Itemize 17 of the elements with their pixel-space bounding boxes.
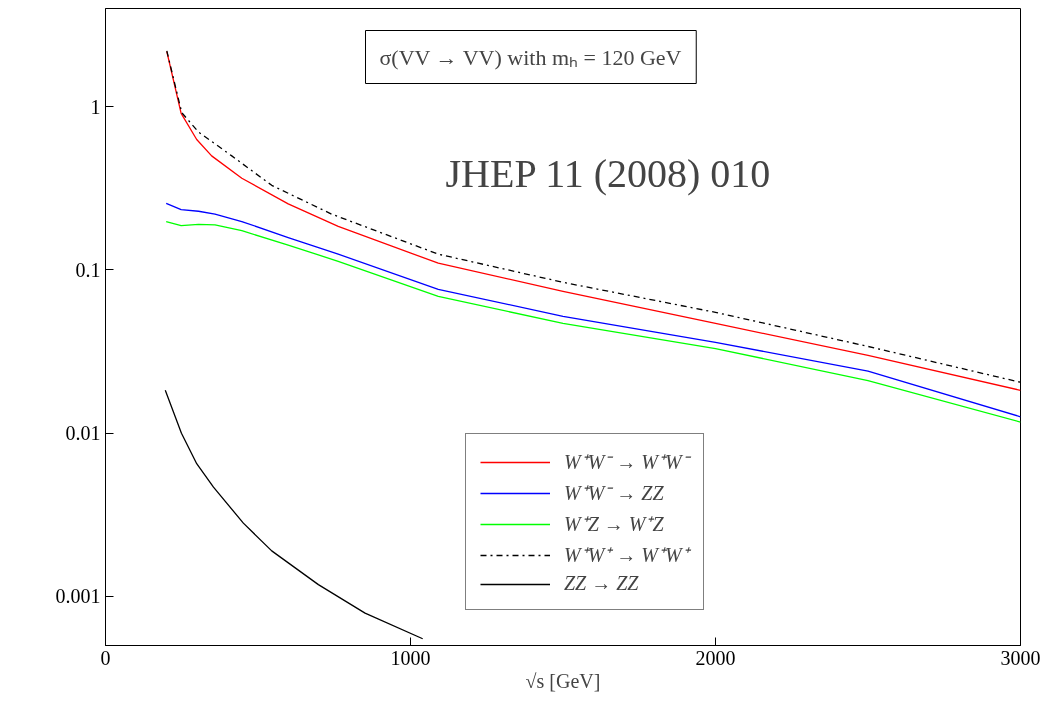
legend-label: W⁺Z → W⁺Z bbox=[564, 512, 664, 537]
x-tick-label: 2000 bbox=[695, 646, 736, 669]
line-series bbox=[164, 389, 424, 640]
legend-label: W⁺W⁻ → W⁺W⁻ bbox=[564, 450, 689, 475]
y-tick-label: 0.01 bbox=[65, 422, 101, 445]
x-axis-title: √s [GeV] bbox=[525, 669, 601, 692]
legend-label: W⁺W⁻ → ZZ bbox=[564, 481, 664, 506]
x-tick-label: 3000 bbox=[1000, 646, 1041, 669]
text: σ(VV → VV) with mₕ = 120 GeV bbox=[379, 44, 682, 70]
legend-label: W⁺W⁺ → W⁺W⁺ bbox=[564, 543, 689, 568]
x-tick-label: 0 bbox=[100, 646, 111, 669]
y-tick-label: 1 bbox=[90, 95, 101, 118]
annotation: JHEP 11 (2008) 010 bbox=[445, 150, 771, 196]
y-tick-label: 0.001 bbox=[55, 585, 101, 608]
legend-label: ZZ → ZZ bbox=[564, 572, 639, 595]
y-tick-label: 0.1 bbox=[75, 258, 101, 281]
x-tick-label: 1000 bbox=[390, 646, 431, 669]
